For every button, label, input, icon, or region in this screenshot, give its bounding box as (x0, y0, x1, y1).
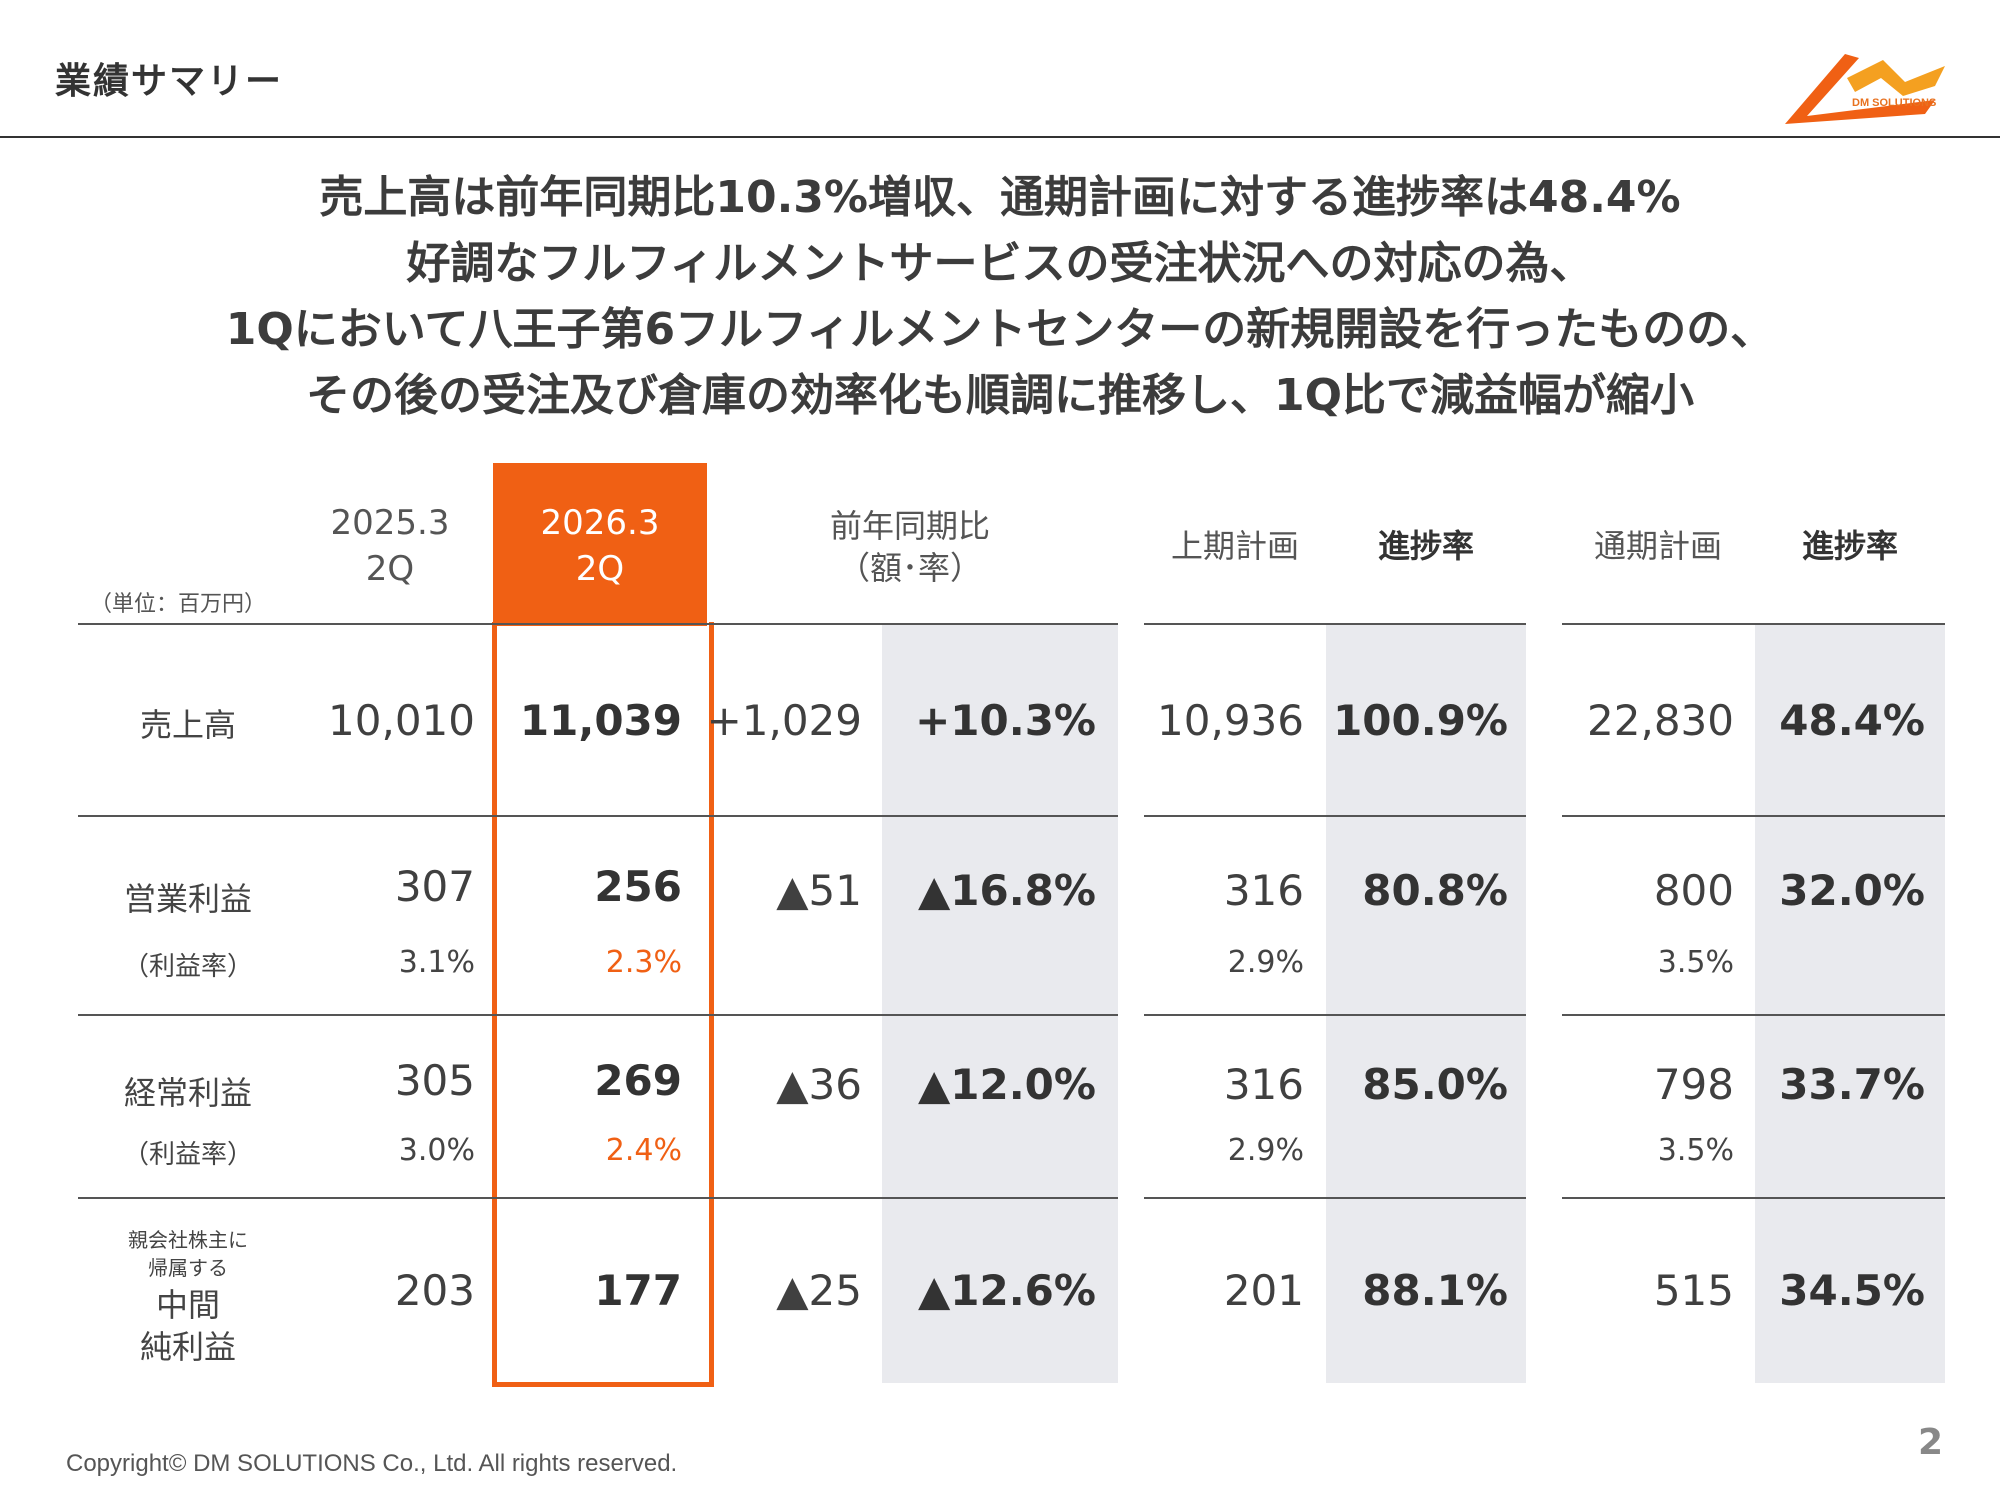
row-divider (78, 1014, 1118, 1016)
h1-plan: 10,936 (1157, 696, 1304, 745)
yoy-rate: +10.3% (915, 696, 1096, 745)
row-sublabel: （利益率） (122, 1140, 253, 1170)
row-divider (1144, 815, 1526, 817)
h1-progress: 100.9% (1333, 696, 1508, 745)
logo-text: DM SOLUTIONS (1852, 97, 1937, 109)
col-header-prev: 2025.3 2Q (300, 500, 480, 592)
col-header-current: 2026.3 2Q (493, 500, 707, 592)
row-label-line-2: 純利益 (139, 1328, 236, 1366)
page-number: 2 (1918, 1422, 1944, 1463)
col-header-yoy-title: 前年同期比 (829, 507, 990, 545)
yoy-amount: ▲25 (776, 1266, 862, 1315)
row-divider (1562, 1197, 1945, 1199)
current-margin: 2.3% (605, 945, 682, 980)
h1-plan: 316 (1223, 1060, 1304, 1109)
prev-value: 307 (394, 862, 475, 911)
yoy-amount: ▲36 (776, 1060, 862, 1109)
current-margin: 2.4% (605, 1133, 682, 1168)
row-label-small-1: 親会社株主に (128, 1228, 248, 1252)
headline-line-2: 好調なフルフィルメントサービスの受注状況への対応の為、 (406, 238, 1594, 289)
col-header-fy-plan: 通期計画 (1593, 527, 1722, 565)
copyright: Copyright© DM SOLUTIONS Co., Ltd. All ri… (66, 1450, 678, 1477)
col-header-prev-quarter: 2Q (365, 549, 415, 589)
current-value: 269 (594, 1056, 682, 1105)
row-label-small-2: 帰属する (148, 1256, 228, 1280)
prev-value: 305 (394, 1056, 475, 1105)
row-label: 経常利益 (123, 1074, 252, 1112)
logo-mark (1785, 54, 1935, 124)
col-header-current-year: 2026.3 (540, 503, 660, 543)
col-header-h1-plan: 上期計画 (1170, 527, 1299, 565)
yoy-rate-column-bg (882, 624, 1118, 1383)
row-label: 営業利益 (123, 880, 252, 918)
h1-progress: 88.1% (1362, 1266, 1508, 1315)
fy-plan: 515 (1653, 1266, 1734, 1315)
fy-margin: 3.5% (1657, 1133, 1734, 1168)
yoy-rate: ▲16.8% (917, 866, 1096, 915)
row-divider (1144, 623, 1526, 625)
fy-plan: 798 (1653, 1060, 1734, 1109)
yoy-amount: +1,029 (706, 696, 862, 745)
current-period-frame (492, 622, 714, 1387)
row-divider (1144, 1197, 1526, 1199)
prev-margin: 3.1% (398, 945, 475, 980)
yoy-amount: ▲51 (776, 866, 862, 915)
h1-margin: 2.9% (1227, 1133, 1304, 1168)
fy-plan: 800 (1653, 866, 1734, 915)
header-divider (0, 136, 2000, 138)
current-value: 256 (594, 862, 682, 911)
row-divider (78, 623, 1118, 625)
col-header-fy-progress: 進捗率 (1801, 527, 1898, 565)
h1-margin: 2.9% (1227, 945, 1304, 980)
h1-plan: 316 (1223, 866, 1304, 915)
h1-progress: 80.8% (1362, 866, 1508, 915)
h1-progress: 85.0% (1362, 1060, 1508, 1109)
row-divider (1144, 1014, 1526, 1016)
row-divider (78, 815, 1118, 817)
yoy-rate: ▲12.0% (917, 1060, 1096, 1109)
col-header-h1-progress: 進捗率 (1377, 527, 1474, 565)
fy-progress: 48.4% (1779, 696, 1925, 745)
fy-progress-column-bg (1755, 624, 1945, 1383)
fy-progress: 34.5% (1779, 1266, 1925, 1315)
current-period-header-bg (493, 463, 707, 626)
h1-progress-column-bg (1326, 624, 1526, 1383)
fy-margin: 3.5% (1657, 945, 1734, 980)
prev-value: 203 (394, 1266, 475, 1315)
row-divider (1562, 1014, 1945, 1016)
headline-line-3: 1Qにおいて八王子第6フルフィルメントセンターの新規開設を行ったものの、 (225, 304, 1775, 355)
h1-plan: 201 (1223, 1266, 1304, 1315)
headline: 売上高は前年同期比10.3%増収、通期計画に対する進捗率は48.4% 好調なフル… (0, 165, 2000, 429)
yoy-rate: ▲12.6% (917, 1266, 1096, 1315)
fy-plan: 22,830 (1587, 696, 1734, 745)
prev-margin: 3.0% (398, 1133, 475, 1168)
col-header-prev-year: 2025.3 (330, 503, 450, 543)
row-sublabel: （利益率） (122, 952, 253, 982)
prev-value: 10,010 (328, 696, 475, 745)
headline-line-4: その後の受注及び倉庫の効率化も順調に推移し、1Q比で減益幅が縮小 (305, 370, 1695, 421)
page-title: 業績サマリー (55, 61, 284, 102)
fy-progress: 33.7% (1779, 1060, 1925, 1109)
row-label-line-1: 中間 (155, 1286, 220, 1324)
unit-label: （単位：百万円） (90, 592, 267, 617)
col-header-yoy: 前年同期比 （額･率） (780, 505, 1040, 589)
col-header-yoy-sub: （額･率） (837, 549, 982, 587)
current-value: 177 (594, 1266, 682, 1315)
col-header-current-quarter: 2Q (575, 549, 625, 589)
row-divider (78, 1197, 1118, 1199)
current-value: 11,039 (519, 696, 682, 745)
logo-wing (1847, 60, 1945, 96)
company-logo (1785, 54, 1945, 124)
row-divider (1562, 623, 1945, 625)
headline-line-1: 売上高は前年同期比10.3%増収、通期計画に対する進捗率は48.4% (319, 172, 1681, 223)
row-divider (1562, 815, 1945, 817)
row-label: 売上高 (139, 706, 236, 744)
fy-progress: 32.0% (1779, 866, 1925, 915)
